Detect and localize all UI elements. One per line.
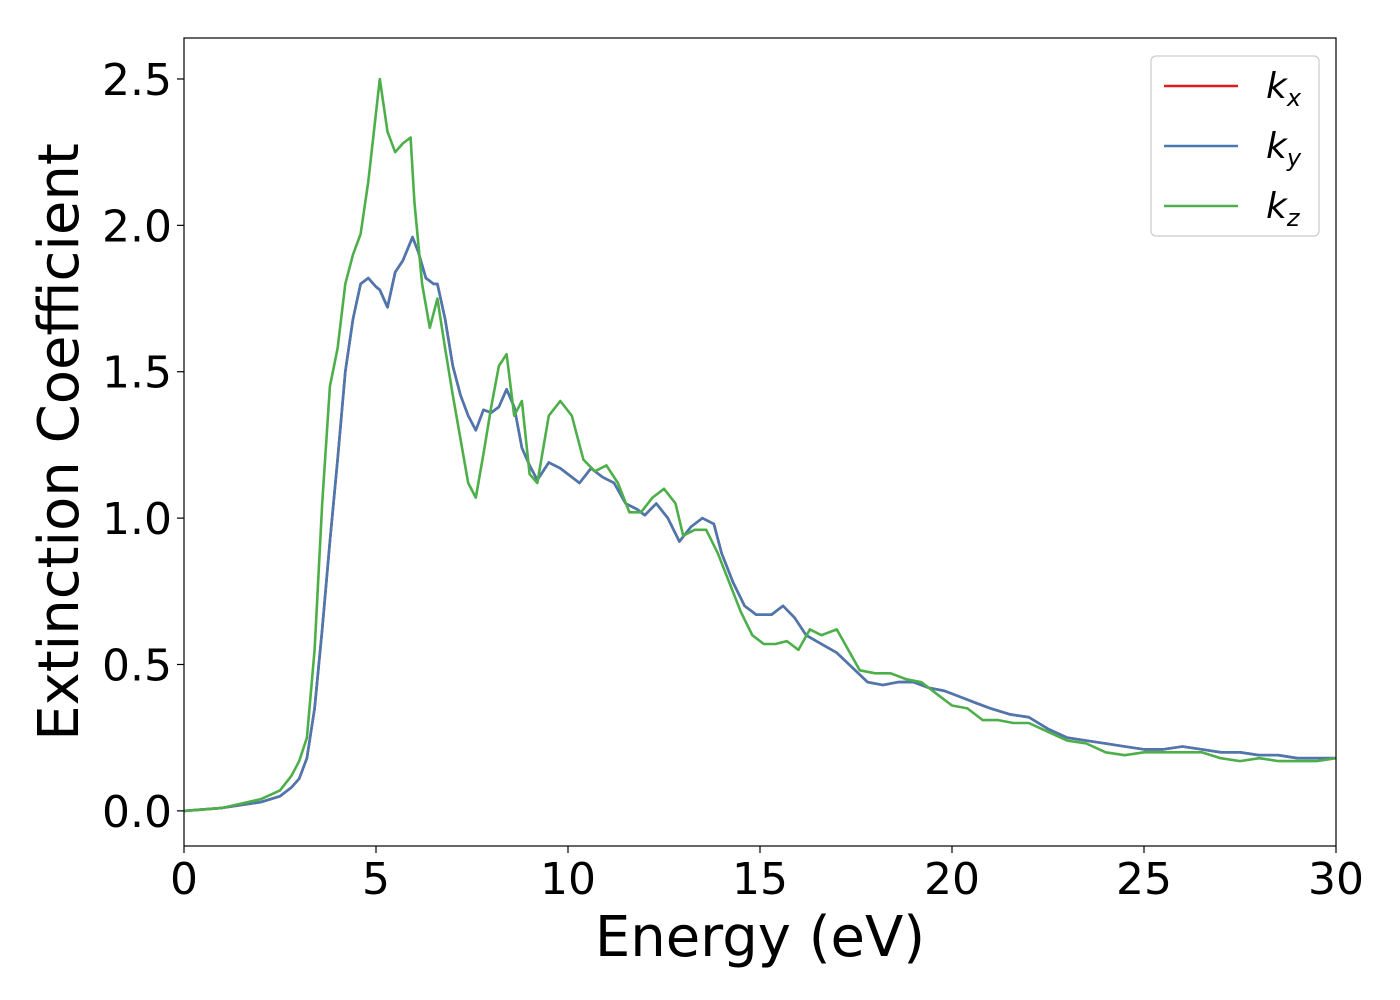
y-tick-label: 0.5 [102,640,172,691]
x-tick-label: 0 [170,854,198,905]
x-tick-label: 25 [1116,854,1172,905]
y-axis: 0.0 0.5 1.0 1.5 2.0 2.5 [102,55,184,838]
y-tick-label: 2.0 [102,201,172,252]
y-tick-label: 1.5 [102,348,172,399]
legend-label-z: kz [1266,186,1301,232]
y-tick-label: 0.0 [102,787,172,838]
legend-label-x: kx [1266,66,1302,112]
x-tick-label: 15 [732,854,788,905]
y-tick-label: 2.5 [102,55,172,106]
x-axis: 0 5 10 15 20 25 30 [170,846,1364,905]
legend: kx ky kz [1150,55,1320,237]
x-tick-label: 5 [362,854,390,905]
x-tick-label: 20 [924,854,980,905]
plot-area [183,77,1337,813]
legend-label-y: ky [1266,126,1302,172]
y-tick-label: 1.0 [102,494,172,545]
series-line-z [183,77,1337,813]
x-axis-title: Energy (eV) [595,905,925,970]
x-tick-label: 30 [1308,854,1364,905]
x-tick-label: 10 [540,854,596,905]
series-line-y [183,235,1336,813]
y-axis-title: Extinction Coefficient [27,143,92,741]
